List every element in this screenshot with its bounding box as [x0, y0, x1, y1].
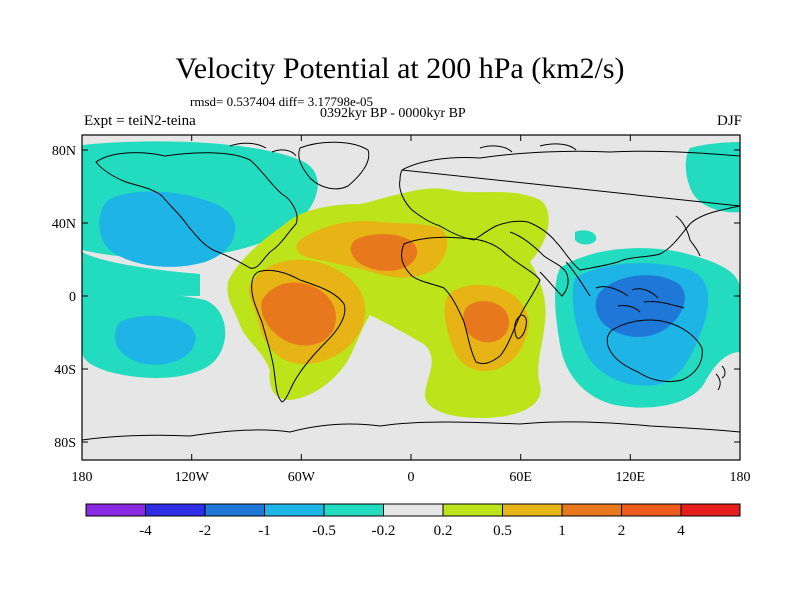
lon-label-180w: 180	[72, 470, 93, 485]
lat-label-40s: 40S	[54, 363, 76, 378]
period-line: 0392kyr BP - 0000kyr BP	[320, 106, 466, 121]
contour-fields	[82, 135, 740, 460]
colorbar-label: -4	[139, 523, 152, 539]
coast-greenland	[298, 141, 370, 190]
neg-region-spac-inner	[115, 315, 196, 365]
coast-arctic-islands	[229, 142, 577, 157]
colorbar-swatch-1	[145, 504, 205, 516]
coast-africa	[401, 236, 541, 365]
coast-south-america	[251, 269, 346, 403]
colorbar-swatch-8	[562, 504, 622, 516]
figure-title: Velocity Potential at 200 hPa (km2/s)	[175, 52, 625, 85]
pos-region-sa-core	[261, 282, 336, 346]
lat-label-0: 0	[69, 290, 76, 305]
colorbar-label: 0.5	[493, 523, 512, 539]
pos-region-africa-core	[463, 301, 510, 343]
coast-north-america	[95, 152, 298, 269]
colorbar-label: -0.2	[372, 523, 396, 539]
lat-label-80s: 80S	[54, 436, 76, 451]
neg-region-pac-strip	[82, 252, 200, 296]
experiment-label: Expt = teiN2-teina	[84, 113, 196, 129]
coastlines	[82, 141, 740, 441]
colorbar-swatch-9	[621, 504, 681, 516]
colorbar-label: -1	[258, 523, 271, 539]
lon-label-60w: 60W	[288, 470, 316, 485]
pos-region-atl-core	[350, 234, 418, 271]
lon-label-60e: 60E	[509, 470, 532, 485]
coast-arabia-india	[509, 231, 591, 297]
colorbar-swatch-2	[205, 504, 265, 516]
colorbar-swatch-4	[324, 504, 384, 516]
colorbar-swatch-6	[443, 504, 503, 516]
colorbar-label: -2	[199, 523, 212, 539]
lon-ticks	[81, 135, 741, 460]
lon-label-0: 0	[408, 470, 415, 485]
colorbar-label: 1	[558, 523, 566, 539]
coast-eurasia	[399, 150, 740, 271]
coast-antarctica	[82, 421, 740, 441]
colorbar-swatch-5	[383, 504, 443, 516]
lon-label-120e: 120E	[616, 470, 646, 485]
colorbar-swatch-0	[86, 504, 146, 516]
colorbar: -4 -2 -1 -0.5 -0.2 0.2 0.5 1 2 4	[85, 503, 741, 539]
colorbar-swatch-7	[502, 504, 562, 516]
coast-japan	[675, 215, 701, 257]
neg-region-arctic-east	[685, 142, 740, 213]
colorbar-label: -0.5	[312, 523, 336, 539]
colorbar-label: 0.2	[434, 523, 453, 539]
colorbar-label: 2	[618, 523, 626, 539]
lat-label-80n: 80N	[52, 144, 76, 159]
coast-new-zealand	[715, 365, 726, 391]
lat-ticks	[82, 149, 740, 443]
neg-region-neatl	[575, 230, 597, 245]
coast-indonesia	[595, 286, 685, 313]
colorbar-swatch-10	[681, 504, 740, 516]
season-label: DJF	[716, 113, 742, 129]
neg-region-npac-inner	[99, 191, 236, 267]
colorbar-swatch-3	[264, 504, 324, 516]
lon-label-180e: 180	[730, 470, 751, 485]
colorbar-label: 4	[677, 523, 685, 539]
stats-line: rmsd= 0.537404 diff= 3.17798e-05	[190, 94, 374, 109]
lon-label-120w: 120W	[175, 470, 210, 485]
coast-australia	[606, 319, 703, 383]
coast-madagascar	[514, 314, 527, 339]
lat-label-40n: 40N	[52, 217, 76, 232]
